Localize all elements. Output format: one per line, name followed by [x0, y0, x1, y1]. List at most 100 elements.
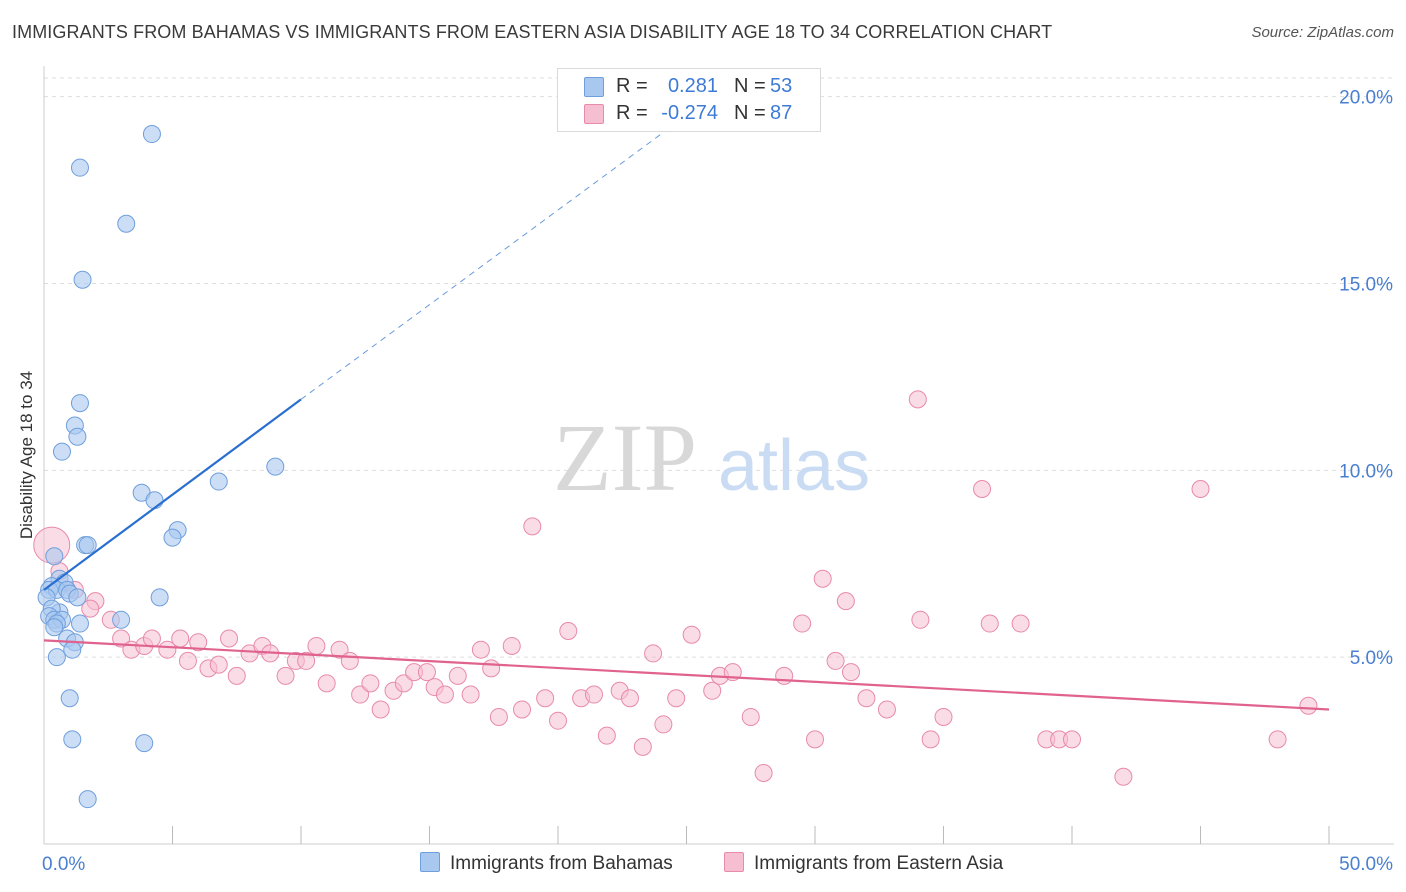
eastern-asia-point [654, 715, 673, 734]
legend-r-value: 0.281 [667, 75, 718, 97]
legend-item-eastern-asia: Immigrants from Eastern Asia [724, 852, 1003, 875]
eastern-asia-point [633, 737, 652, 756]
eastern-asia-point [741, 707, 760, 726]
bahamas-point [70, 614, 89, 633]
eastern-asia-point [682, 625, 701, 644]
eastern-asia-point [584, 685, 603, 704]
watermark: ZIP atlas [553, 404, 870, 511]
legend-row-eastern-asia: R = -0.274 N = 87 [558, 100, 820, 126]
eastern-asia-point [317, 674, 336, 693]
eastern-asia-point [559, 622, 578, 641]
eastern-asia-point [297, 651, 316, 670]
source-credit: Source: ZipAtlas.com [1251, 24, 1394, 41]
x-tick-label: 0.0% [42, 854, 85, 875]
eastern-asia-point [597, 726, 616, 745]
eastern-asia-point [142, 629, 161, 648]
bahamas-point [150, 588, 169, 607]
bahamas-point [266, 457, 285, 476]
x-tick-label: 50.0% [1339, 854, 1393, 875]
legend-label-bahamas: Immigrants from Bahamas [450, 853, 673, 874]
eastern-asia-point [340, 651, 359, 670]
eastern-asia-point [667, 689, 686, 708]
eastern-asia-point [813, 569, 832, 588]
eastern-asia-point [482, 659, 501, 678]
eastern-asia-point [1011, 614, 1030, 633]
bahamas-point [78, 536, 97, 555]
legend-n-label: N = [734, 102, 766, 124]
bahamas-trend-line [43, 398, 302, 591]
eastern-asia-point [841, 663, 860, 682]
trend-lines [43, 114, 1330, 711]
bahamas-point [112, 610, 131, 629]
legend-swatch-blue [420, 852, 440, 872]
eastern-asia-point [620, 689, 639, 708]
bahamas-point [73, 270, 92, 289]
eastern-asia-point [523, 517, 542, 536]
eastern-asia-point [703, 681, 722, 700]
eastern-asia-point [754, 764, 773, 783]
legend-label-eastern-asia: Immigrants from Eastern Asia [754, 853, 1004, 874]
eastern-asia-point [81, 599, 100, 618]
grid-lines [44, 77, 1394, 658]
eastern-asia-point [178, 651, 197, 670]
eastern-asia-point [112, 629, 131, 648]
bahamas-points [37, 125, 285, 809]
eastern-asia-point [371, 700, 390, 719]
eastern-asia-point [209, 655, 228, 674]
bahamas-point [78, 790, 97, 809]
legend-swatch-blue [584, 77, 604, 97]
legend-row-bahamas: R = 0.281 N = 53 [558, 73, 820, 99]
eastern-asia-point [877, 700, 896, 719]
eastern-asia-point [448, 666, 467, 685]
tick-labels: 5.0% 10.0% 15.0% 20.0% 0.0% 50.0% [42, 88, 1393, 875]
bahamas-point [63, 730, 82, 749]
eastern-asia-point [220, 629, 239, 648]
y-tick-label: 15.0% [1339, 275, 1393, 296]
eastern-asia-point [1268, 730, 1287, 749]
legend-r-label: R = [616, 102, 648, 124]
eastern-asia-point [417, 663, 436, 682]
legend-swatch-pink [584, 104, 604, 124]
eastern-asia-point [489, 707, 508, 726]
eastern-asia-point [857, 689, 876, 708]
eastern-asia-point [836, 592, 855, 611]
legend-n-value: 87 [770, 102, 793, 124]
eastern-asia-point [361, 674, 380, 693]
eastern-asia-point [158, 640, 177, 659]
bahamas-point [45, 547, 64, 566]
eastern-asia-point [980, 614, 999, 633]
eastern-asia-point [189, 633, 208, 652]
bahamas-point [60, 689, 79, 708]
bahamas-point [209, 472, 228, 491]
eastern-asia-point [536, 689, 555, 708]
bahamas-point [45, 618, 64, 637]
bahamas-point [142, 125, 161, 144]
bahamas-point [63, 640, 82, 659]
bahamas-point [68, 427, 87, 446]
legend-swatch-pink [724, 852, 744, 872]
legend-n-value: 53 [770, 75, 793, 97]
eastern-asia-point [1063, 730, 1081, 749]
eastern-asia-point [351, 685, 370, 704]
legend-r-label: R = [616, 75, 648, 97]
eastern-asia-point [973, 480, 992, 499]
eastern-asia-point [513, 700, 532, 719]
eastern-asia-point [276, 666, 295, 685]
eastern-asia-point [1299, 696, 1318, 715]
eastern-asia-point [1114, 767, 1133, 786]
bahamas-point [135, 734, 154, 753]
legend-item-bahamas: Immigrants from Bahamas [420, 852, 673, 875]
eastern-asia-point [549, 711, 567, 730]
eastern-asia-trend-line [43, 639, 1330, 711]
y-axis-label: Disability Age 18 to 34 [17, 370, 36, 540]
eastern-asia-point [908, 390, 927, 409]
eastern-asia-point [435, 685, 454, 704]
bahamas-point [117, 214, 136, 233]
eastern-asia-point [775, 666, 794, 685]
eastern-asia-point [502, 636, 521, 655]
eastern-asia-point [461, 685, 480, 704]
bahamas-point [52, 442, 71, 461]
eastern-asia-point [826, 651, 845, 670]
eastern-asia-point [793, 614, 812, 633]
